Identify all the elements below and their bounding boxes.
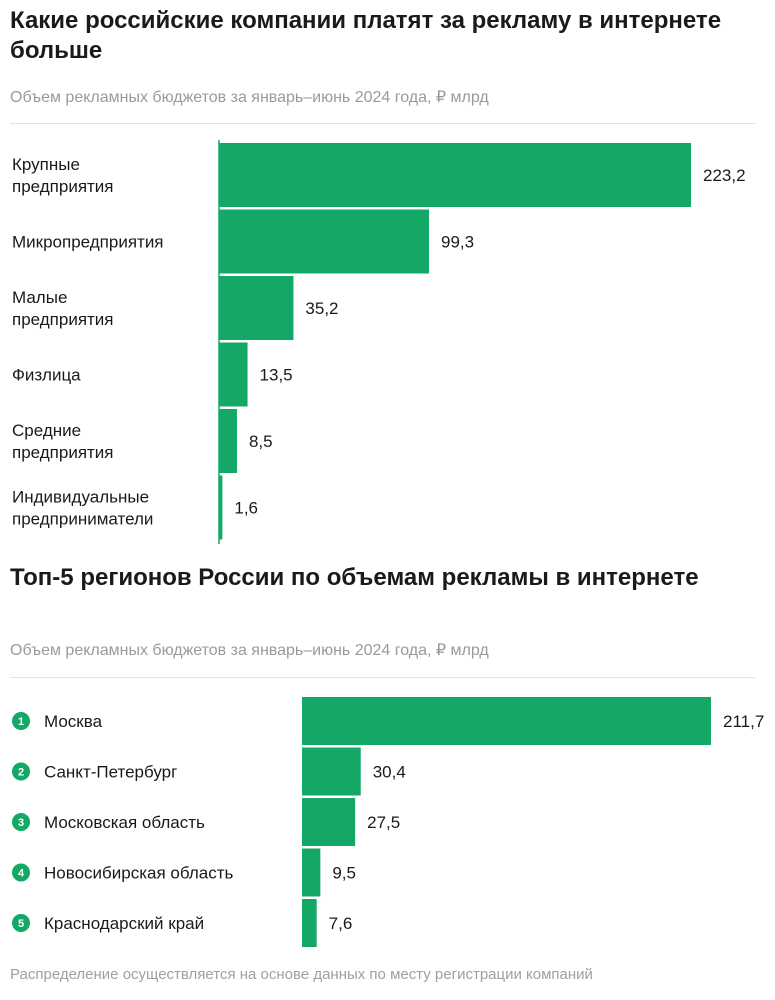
chart1-category-label: предприниматели — [12, 510, 153, 529]
chart1-value-label: 8,5 — [249, 432, 273, 451]
chart2-category-label: Москва — [44, 712, 103, 731]
chart2-bar — [302, 747, 361, 796]
rank-number: 3 — [18, 817, 24, 829]
chart1-bar — [219, 143, 691, 207]
chart1-bar — [219, 209, 429, 274]
chart1-title: Какие российские компании платят за рекл… — [10, 7, 722, 64]
chart1-category-label: предприятия — [12, 443, 114, 462]
chart1-category-label: предприятия — [12, 177, 114, 196]
chart2-category-label: Новосибирская область — [44, 864, 233, 883]
chart1-bar — [219, 475, 223, 540]
chart1-category-label: Малые — [12, 288, 67, 307]
chart1-category-label: Микропредприятия — [12, 233, 164, 252]
rank-number: 2 — [18, 767, 24, 779]
chart1-bar — [219, 409, 237, 473]
chart1-category-label: Крупные — [12, 155, 80, 174]
chart2-title: Топ-5 регионов России по объемам рекламы… — [10, 564, 699, 591]
chart2-divider — [10, 677, 755, 678]
chart2-value-label: 30,4 — [373, 763, 406, 782]
footnote: Распределение осуществляется на основе д… — [10, 966, 593, 983]
chart1-value-label: 13,5 — [260, 366, 293, 385]
chart2-value-label: 9,5 — [332, 864, 356, 883]
chart1-category-label: Средние — [12, 421, 81, 440]
chart2-value-label: 7,6 — [329, 914, 353, 933]
rank-number: 4 — [18, 868, 25, 880]
chart1-category-label: Физлица — [12, 366, 81, 385]
chart2-subtitle: Объем рекламных бюджетов за январь–июнь … — [10, 642, 489, 659]
chart1-bar — [219, 276, 294, 340]
chart2-bar — [302, 798, 356, 846]
chart2-value-label: 27,5 — [367, 813, 400, 832]
chart1-subtitle: Объем рекламных бюджетов за январь–июнь … — [10, 89, 489, 106]
chart2-category-label: Московская область — [44, 813, 205, 832]
rank-badge — [12, 914, 30, 932]
chart1-value-label: 35,2 — [305, 299, 338, 318]
rank-badge — [12, 712, 30, 730]
chart2-value-label: 211,7 — [723, 712, 764, 731]
chart2-bar — [302, 697, 711, 745]
rank-badge — [12, 863, 30, 882]
rank-number: 5 — [18, 918, 24, 930]
chart2-category-label: Краснодарский край — [44, 914, 204, 933]
chart2-bar — [302, 899, 317, 947]
rank-number: 1 — [18, 716, 24, 728]
rank-badge — [12, 813, 30, 831]
chart1-divider — [10, 123, 755, 124]
chart1-category-label: предприятия — [12, 310, 114, 329]
chart1-value-label: 1,6 — [234, 499, 258, 518]
chart1-bar — [219, 342, 248, 407]
chart1-category-label: Индивидуальные — [12, 488, 149, 507]
rank-badge — [12, 762, 30, 781]
chart1-value-label: 99,3 — [441, 233, 474, 252]
chart1-value-label: 223,2 — [703, 166, 746, 185]
chart2-bar — [302, 848, 321, 897]
chart2-category-label: Санкт-Петербург — [44, 763, 177, 782]
